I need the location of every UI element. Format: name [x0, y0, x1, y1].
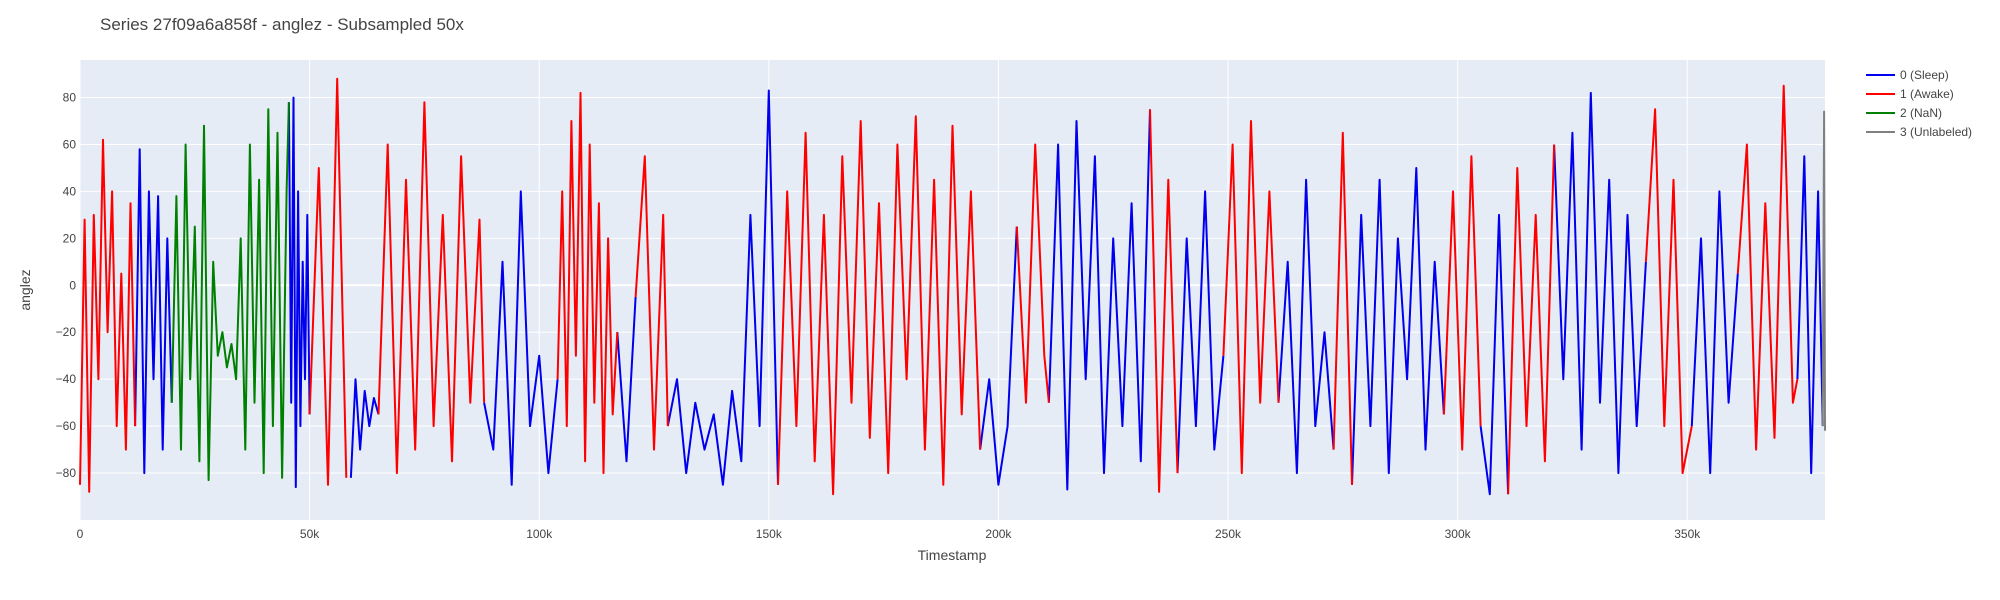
legend-label: 0 (Sleep) — [1900, 68, 1949, 82]
y-tick-label: −40 — [56, 372, 77, 386]
series-0-sleep- — [134, 89, 1824, 496]
series-line-segment — [1507, 144, 1556, 495]
series-line-segment — [1796, 155, 1824, 475]
series-line-segment — [1222, 120, 1280, 475]
series-line-segment — [377, 101, 486, 475]
series-line-segment — [79, 138, 137, 493]
series-1-awake- — [79, 77, 1799, 496]
y-tick-label: 80 — [63, 91, 77, 105]
series-line-segment — [1736, 84, 1799, 451]
y-axis-title: anglez — [17, 269, 33, 310]
legend-label: 2 (NaN) — [1900, 106, 1942, 120]
series-3-unlabeled- — [1821, 110, 1826, 431]
x-tick-label: 100k — [526, 527, 553, 541]
series-line-segment — [483, 190, 559, 486]
legend-label: 3 (Unlabeled) — [1900, 125, 1972, 139]
series-line-segment — [349, 378, 380, 478]
series-line-segment — [287, 96, 311, 489]
gridlines — [79, 60, 1825, 520]
x-axis-ticks: 0 50k 100k 150k 200k 250k 300k 350k — [77, 527, 1702, 541]
series-line-segment — [1332, 131, 1353, 485]
series-line-segment — [1442, 155, 1482, 451]
series-line-segment — [1821, 110, 1826, 431]
series-line-segment — [1176, 190, 1225, 474]
y-tick-label: −80 — [56, 466, 77, 480]
series-line-segment — [777, 115, 982, 496]
x-tick-label: 0 — [77, 527, 84, 541]
series-line-segment — [308, 77, 348, 486]
x-tick-label: 300k — [1445, 527, 1472, 541]
series-line-segment — [616, 296, 637, 463]
series-line-segment — [1690, 190, 1739, 475]
legend-label: 1 (Awake) — [1900, 87, 1954, 101]
legend-item[interactable]: 2 (NaN) — [1866, 106, 1942, 120]
y-tick-label: 60 — [63, 137, 77, 151]
chart-title: Series 27f09a6a858f - anglez - Subsample… — [100, 15, 464, 34]
x-tick-label: 50k — [300, 527, 320, 541]
y-tick-label: −60 — [56, 419, 77, 433]
x-tick-label: 200k — [985, 527, 1012, 541]
series-line-segment — [1149, 109, 1179, 493]
legend-item[interactable]: 1 (Awake) — [1866, 87, 1954, 101]
series-line-segment — [666, 89, 779, 486]
series-line-segment — [1479, 213, 1510, 496]
series-line-segment — [1644, 108, 1693, 475]
legend-item[interactable]: 0 (Sleep) — [1866, 68, 1949, 82]
series-line-segment — [1277, 178, 1335, 475]
series-line-segment — [1553, 91, 1647, 475]
x-tick-label: 350k — [1674, 527, 1701, 541]
series-line-segment — [1015, 143, 1050, 404]
y-tick-label: 0 — [69, 278, 76, 292]
y-tick-label: 40 — [63, 184, 77, 198]
x-axis-title: Timestamp — [918, 547, 987, 563]
series-line-segment — [556, 91, 619, 475]
series-2-nan- — [170, 102, 290, 482]
series-line-segment — [1047, 109, 1151, 491]
y-tick-label: 20 — [63, 231, 77, 245]
x-tick-label: 250k — [1215, 527, 1242, 541]
y-axis-ticks: −80 −60 −40 −20 0 20 40 60 80 — [56, 91, 77, 481]
series-lines — [79, 77, 1826, 496]
series-line-segment — [979, 226, 1018, 486]
x-tick-label: 150k — [756, 527, 783, 541]
legend-item[interactable]: 3 (Unlabeled) — [1866, 125, 1972, 139]
legend: 0 (Sleep) 1 (Awake) 2 (NaN) 3 (Unlabeled) — [1866, 68, 1972, 139]
series-line-segment — [134, 148, 173, 475]
series-line-segment — [1351, 167, 1445, 485]
series-line-segment — [634, 155, 669, 451]
series-line-segment — [170, 102, 290, 482]
y-tick-label: −20 — [56, 325, 77, 339]
